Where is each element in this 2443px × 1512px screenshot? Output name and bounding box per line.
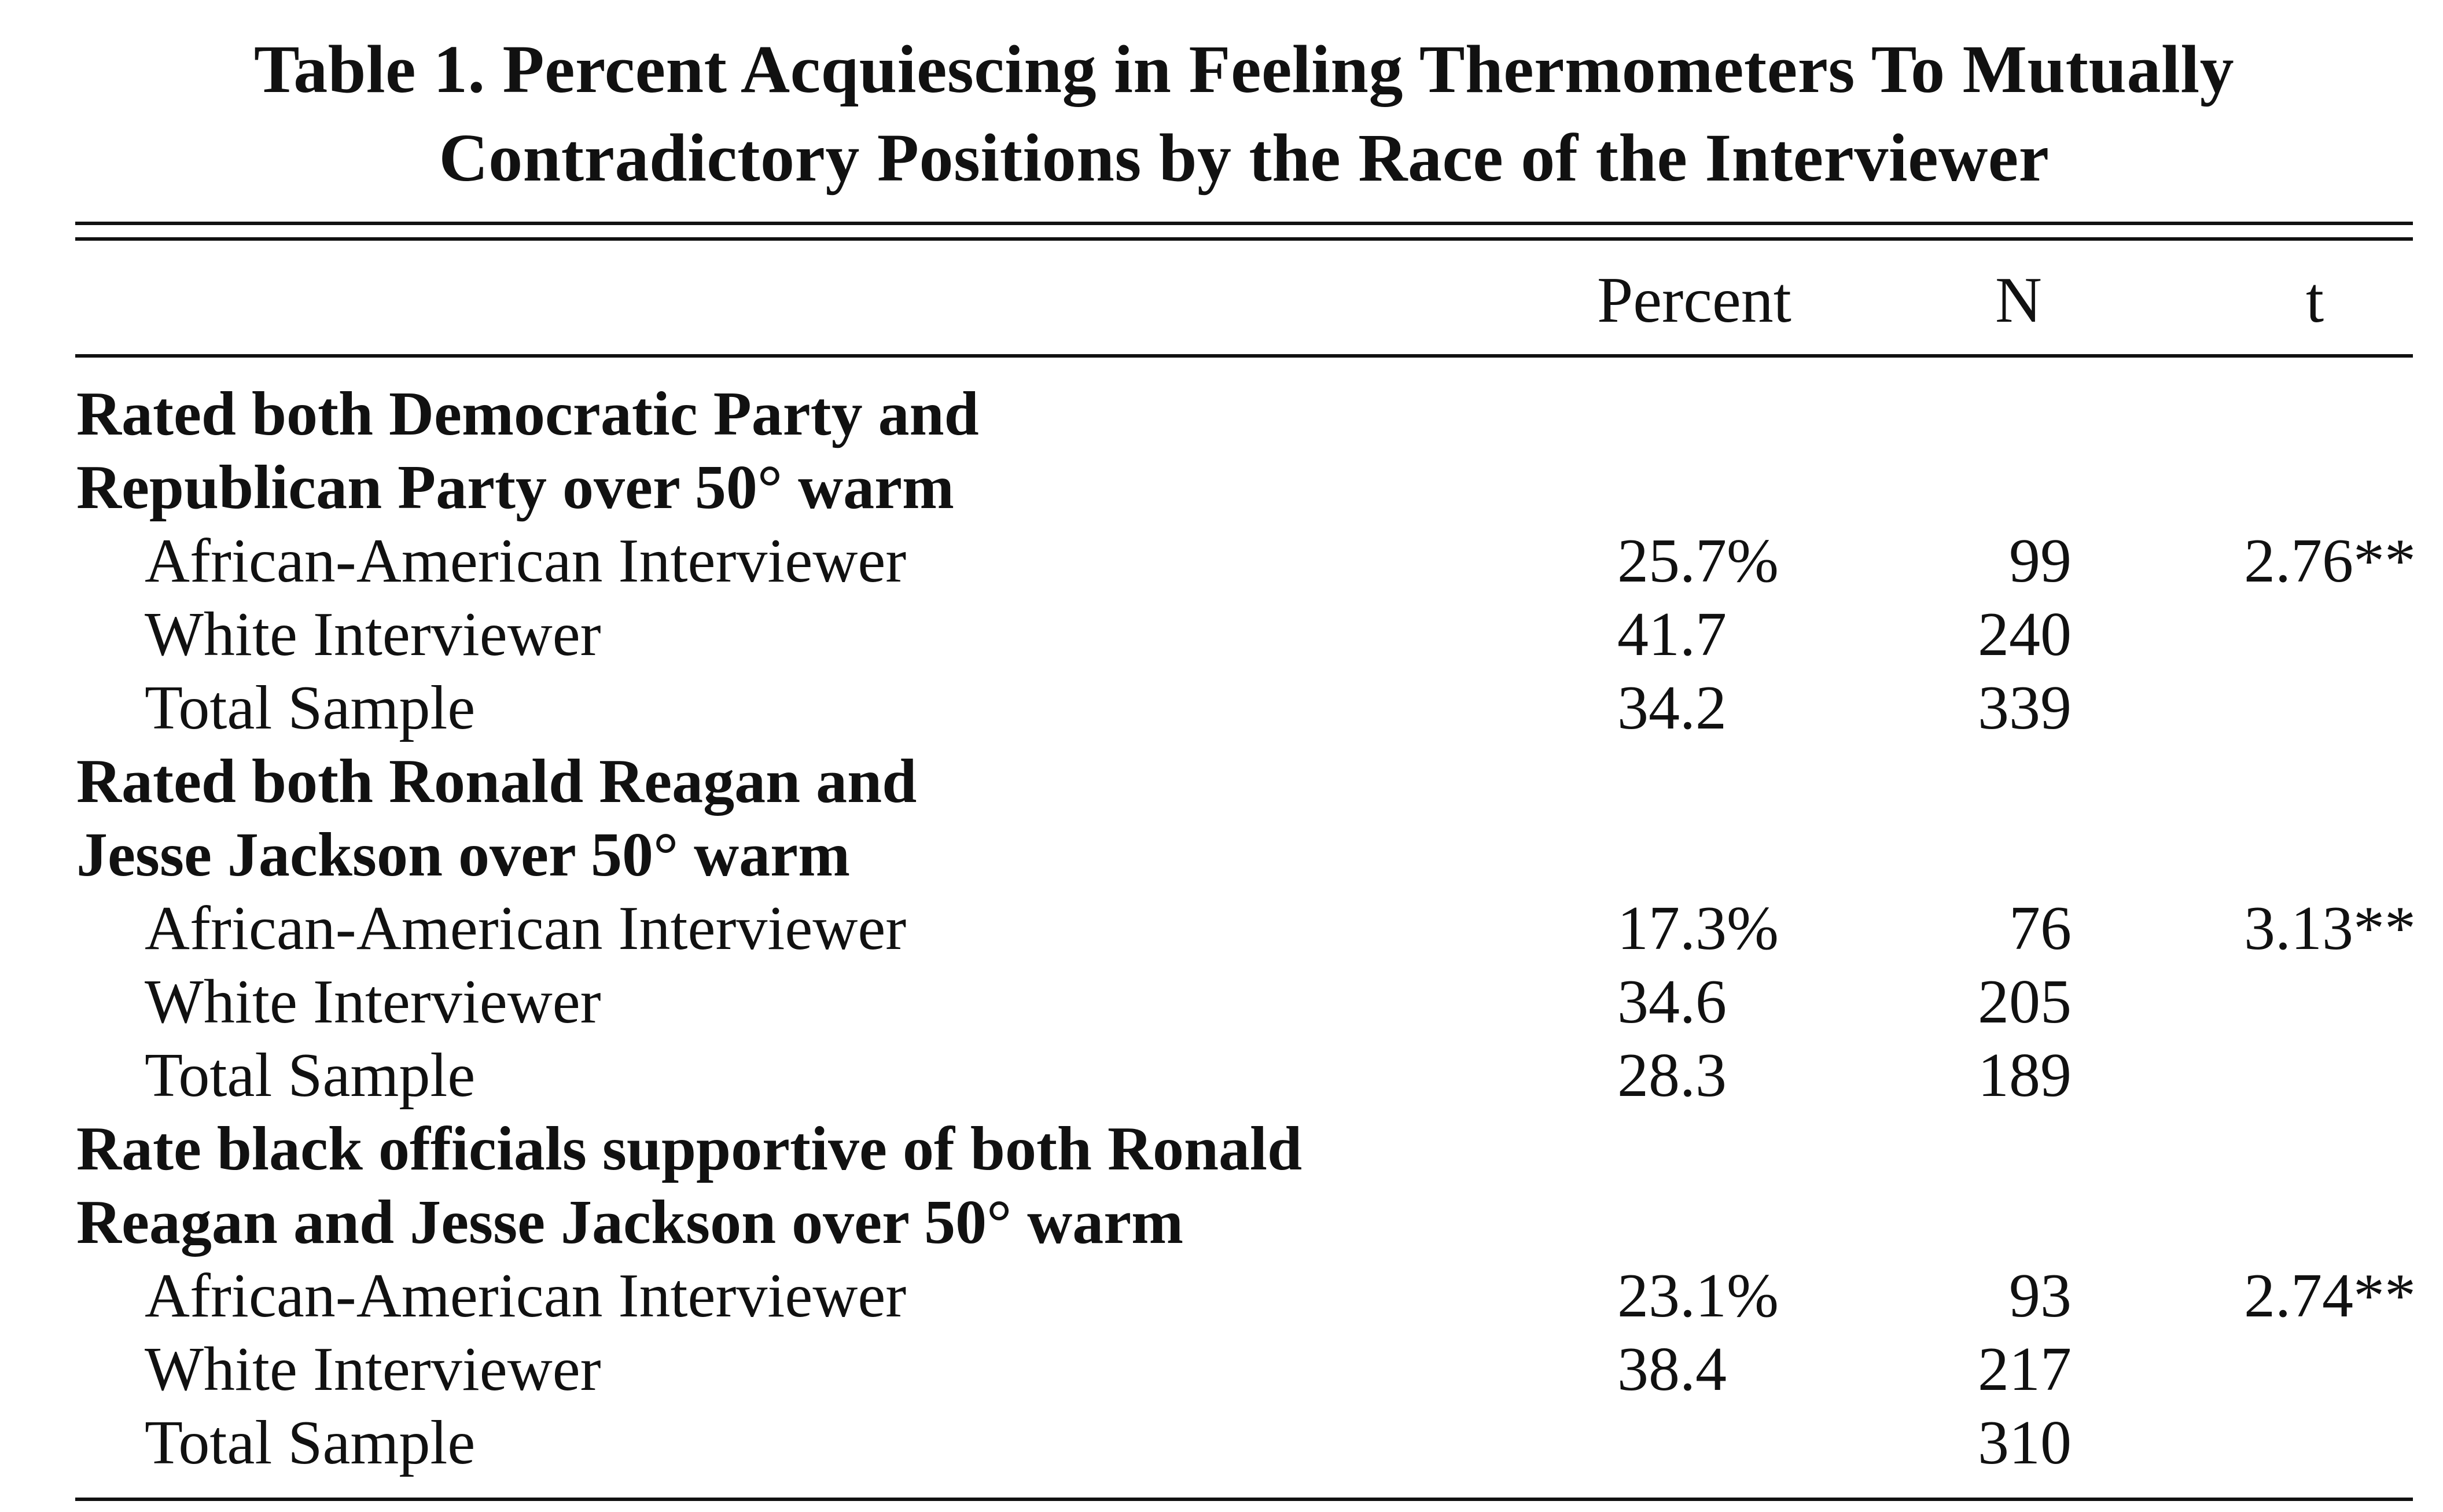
t-cell: 2.74** (2244, 1261, 2416, 1330)
percent-cell: 38.4 (1617, 1335, 1727, 1404)
t-cell: 2.76** (2244, 527, 2416, 595)
section-heading: Rate black officials supportive of both … (76, 1114, 1303, 1183)
percent-cell: 25.7% (1617, 527, 1779, 595)
percent-cell: 28.3 (1617, 1041, 1727, 1110)
n-cell: 310 (1978, 1408, 2072, 1477)
column-header-t: t (2306, 264, 2324, 336)
percent-cell: 17.3% (1617, 894, 1779, 963)
row-label: African-American Interviewer (145, 894, 907, 963)
n-cell: 217 (1978, 1335, 2072, 1404)
table-title-line-1: Table 1. Percent Acquiescing in Feeling … (253, 31, 2235, 107)
row-label: Total Sample (145, 1408, 476, 1477)
row-label: White Interviewer (145, 967, 601, 1036)
n-cell: 76 (2009, 894, 2072, 963)
column-header-percent: Percent (1597, 264, 1791, 336)
n-cell: 189 (1978, 1041, 2072, 1110)
t-cell: 3.13** (2244, 894, 2416, 963)
top-rule-upper (75, 222, 2413, 225)
section-heading: Jesse Jackson over 50° warm (76, 821, 851, 889)
row-label: African-American Interviewer (145, 527, 907, 595)
section-heading: Reagan and Jesse Jackson over 50° warm (76, 1188, 1184, 1257)
section-heading: Rated both Ronald Reagan and (76, 747, 917, 816)
row-label: African-American Interviewer (145, 1261, 907, 1330)
header-rule (75, 354, 2413, 358)
n-cell: 93 (2009, 1261, 2072, 1330)
n-cell: 240 (1978, 600, 2072, 669)
n-cell: 99 (2009, 527, 2072, 595)
row-label: White Interviewer (145, 1335, 601, 1404)
percent-cell: 23.1% (1617, 1261, 1779, 1330)
row-label: Total Sample (145, 674, 476, 742)
section-heading: Republican Party over 50° warm (76, 453, 955, 522)
table-title-line-2: Contradictory Positions by the Race of t… (439, 120, 2050, 196)
column-header-n: N (1995, 264, 2042, 336)
row-label: White Interviewer (145, 600, 601, 669)
percent-cell: 34.2 (1617, 674, 1727, 742)
n-cell: 205 (1978, 967, 2072, 1036)
percent-cell: 34.6 (1617, 967, 1727, 1036)
bottom-rule (75, 1498, 2413, 1501)
percent-cell: 41.7 (1617, 600, 1727, 669)
top-rule-lower (75, 237, 2413, 241)
n-cell: 339 (1978, 674, 2072, 742)
row-label: Total Sample (145, 1041, 476, 1110)
section-heading: Rated both Democratic Party and (76, 380, 979, 448)
